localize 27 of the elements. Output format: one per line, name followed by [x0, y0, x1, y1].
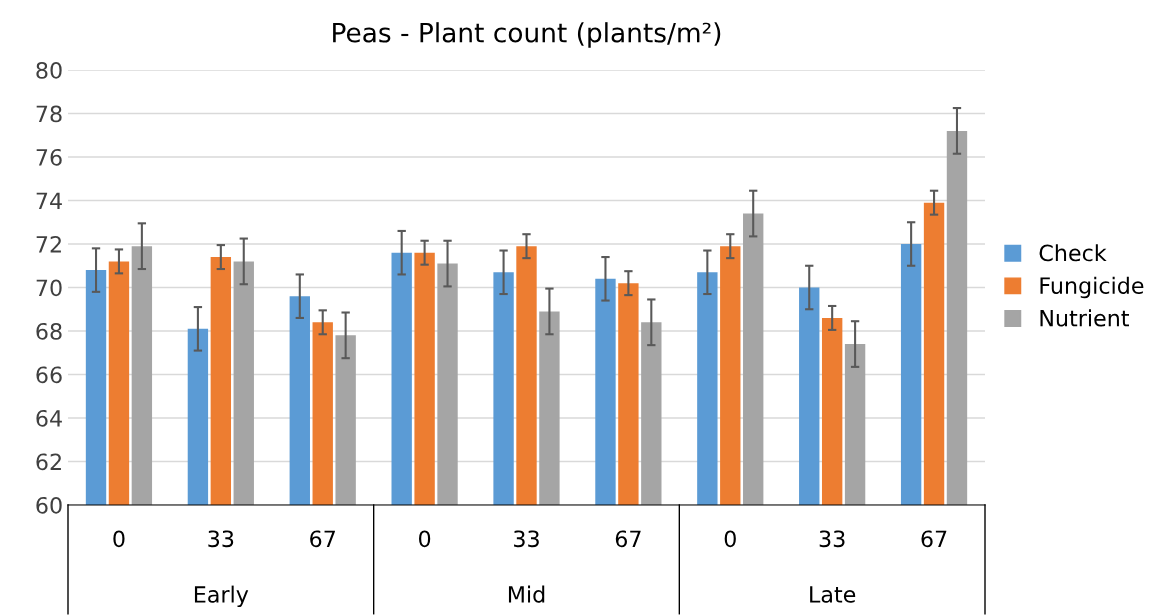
text: Mid [508, 585, 545, 603]
x-tick-label: 0 [419, 530, 431, 548]
y-tick-label: 76 [36, 148, 62, 166]
text: Late [810, 586, 856, 603]
y-tick-label: 60 [36, 496, 62, 514]
legend-label: Check [1039, 244, 1107, 262]
text: Early [194, 585, 249, 608]
x-tick-label: 67 [310, 530, 335, 548]
y-tick-label: 78 [36, 105, 62, 123]
y-tick-label: 62 [36, 453, 61, 471]
x-tick-label: 33 [514, 530, 539, 548]
legend-label: Fungicide [1040, 276, 1144, 299]
y-tick-label: 66 [36, 366, 62, 384]
x-tick-label: 0 [113, 530, 125, 548]
y-tick-label: 68 [36, 322, 62, 340]
y-tick-label: 74 [36, 192, 62, 209]
y-tick-label: 72 [36, 235, 61, 253]
chart-title: Peas - Plant count (plants/m²) [333, 22, 721, 48]
y-tick-label: 64 [36, 409, 62, 427]
legend-label: Nutrient [1040, 309, 1129, 327]
x-tick-label: 33 [208, 530, 234, 548]
x-tick-label: 0 [724, 530, 736, 548]
x-tick-label: 33 [819, 530, 845, 548]
y-tick-label: 70 [36, 279, 62, 297]
x-tick-label: 67 [921, 530, 947, 548]
y-tick-label: 80 [36, 61, 62, 79]
x-tick-label: 67 [615, 530, 641, 548]
